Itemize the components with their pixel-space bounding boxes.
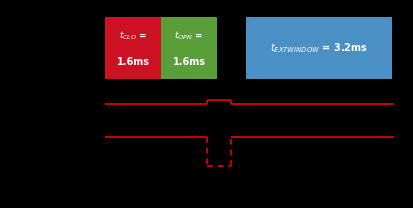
Text: 1.6ms: 1.6ms: [117, 57, 150, 67]
Text: $t_{EXTWINDOW}$ = 3.2ms: $t_{EXTWINDOW}$ = 3.2ms: [270, 41, 368, 55]
FancyBboxPatch shape: [161, 17, 217, 79]
FancyBboxPatch shape: [246, 17, 392, 79]
Text: $t_{OPN}$ =: $t_{OPN}$ =: [174, 29, 204, 42]
Text: $t_{CLO}$ =: $t_{CLO}$ =: [119, 29, 147, 42]
Text: 1.6ms: 1.6ms: [173, 57, 205, 67]
FancyBboxPatch shape: [105, 17, 161, 79]
